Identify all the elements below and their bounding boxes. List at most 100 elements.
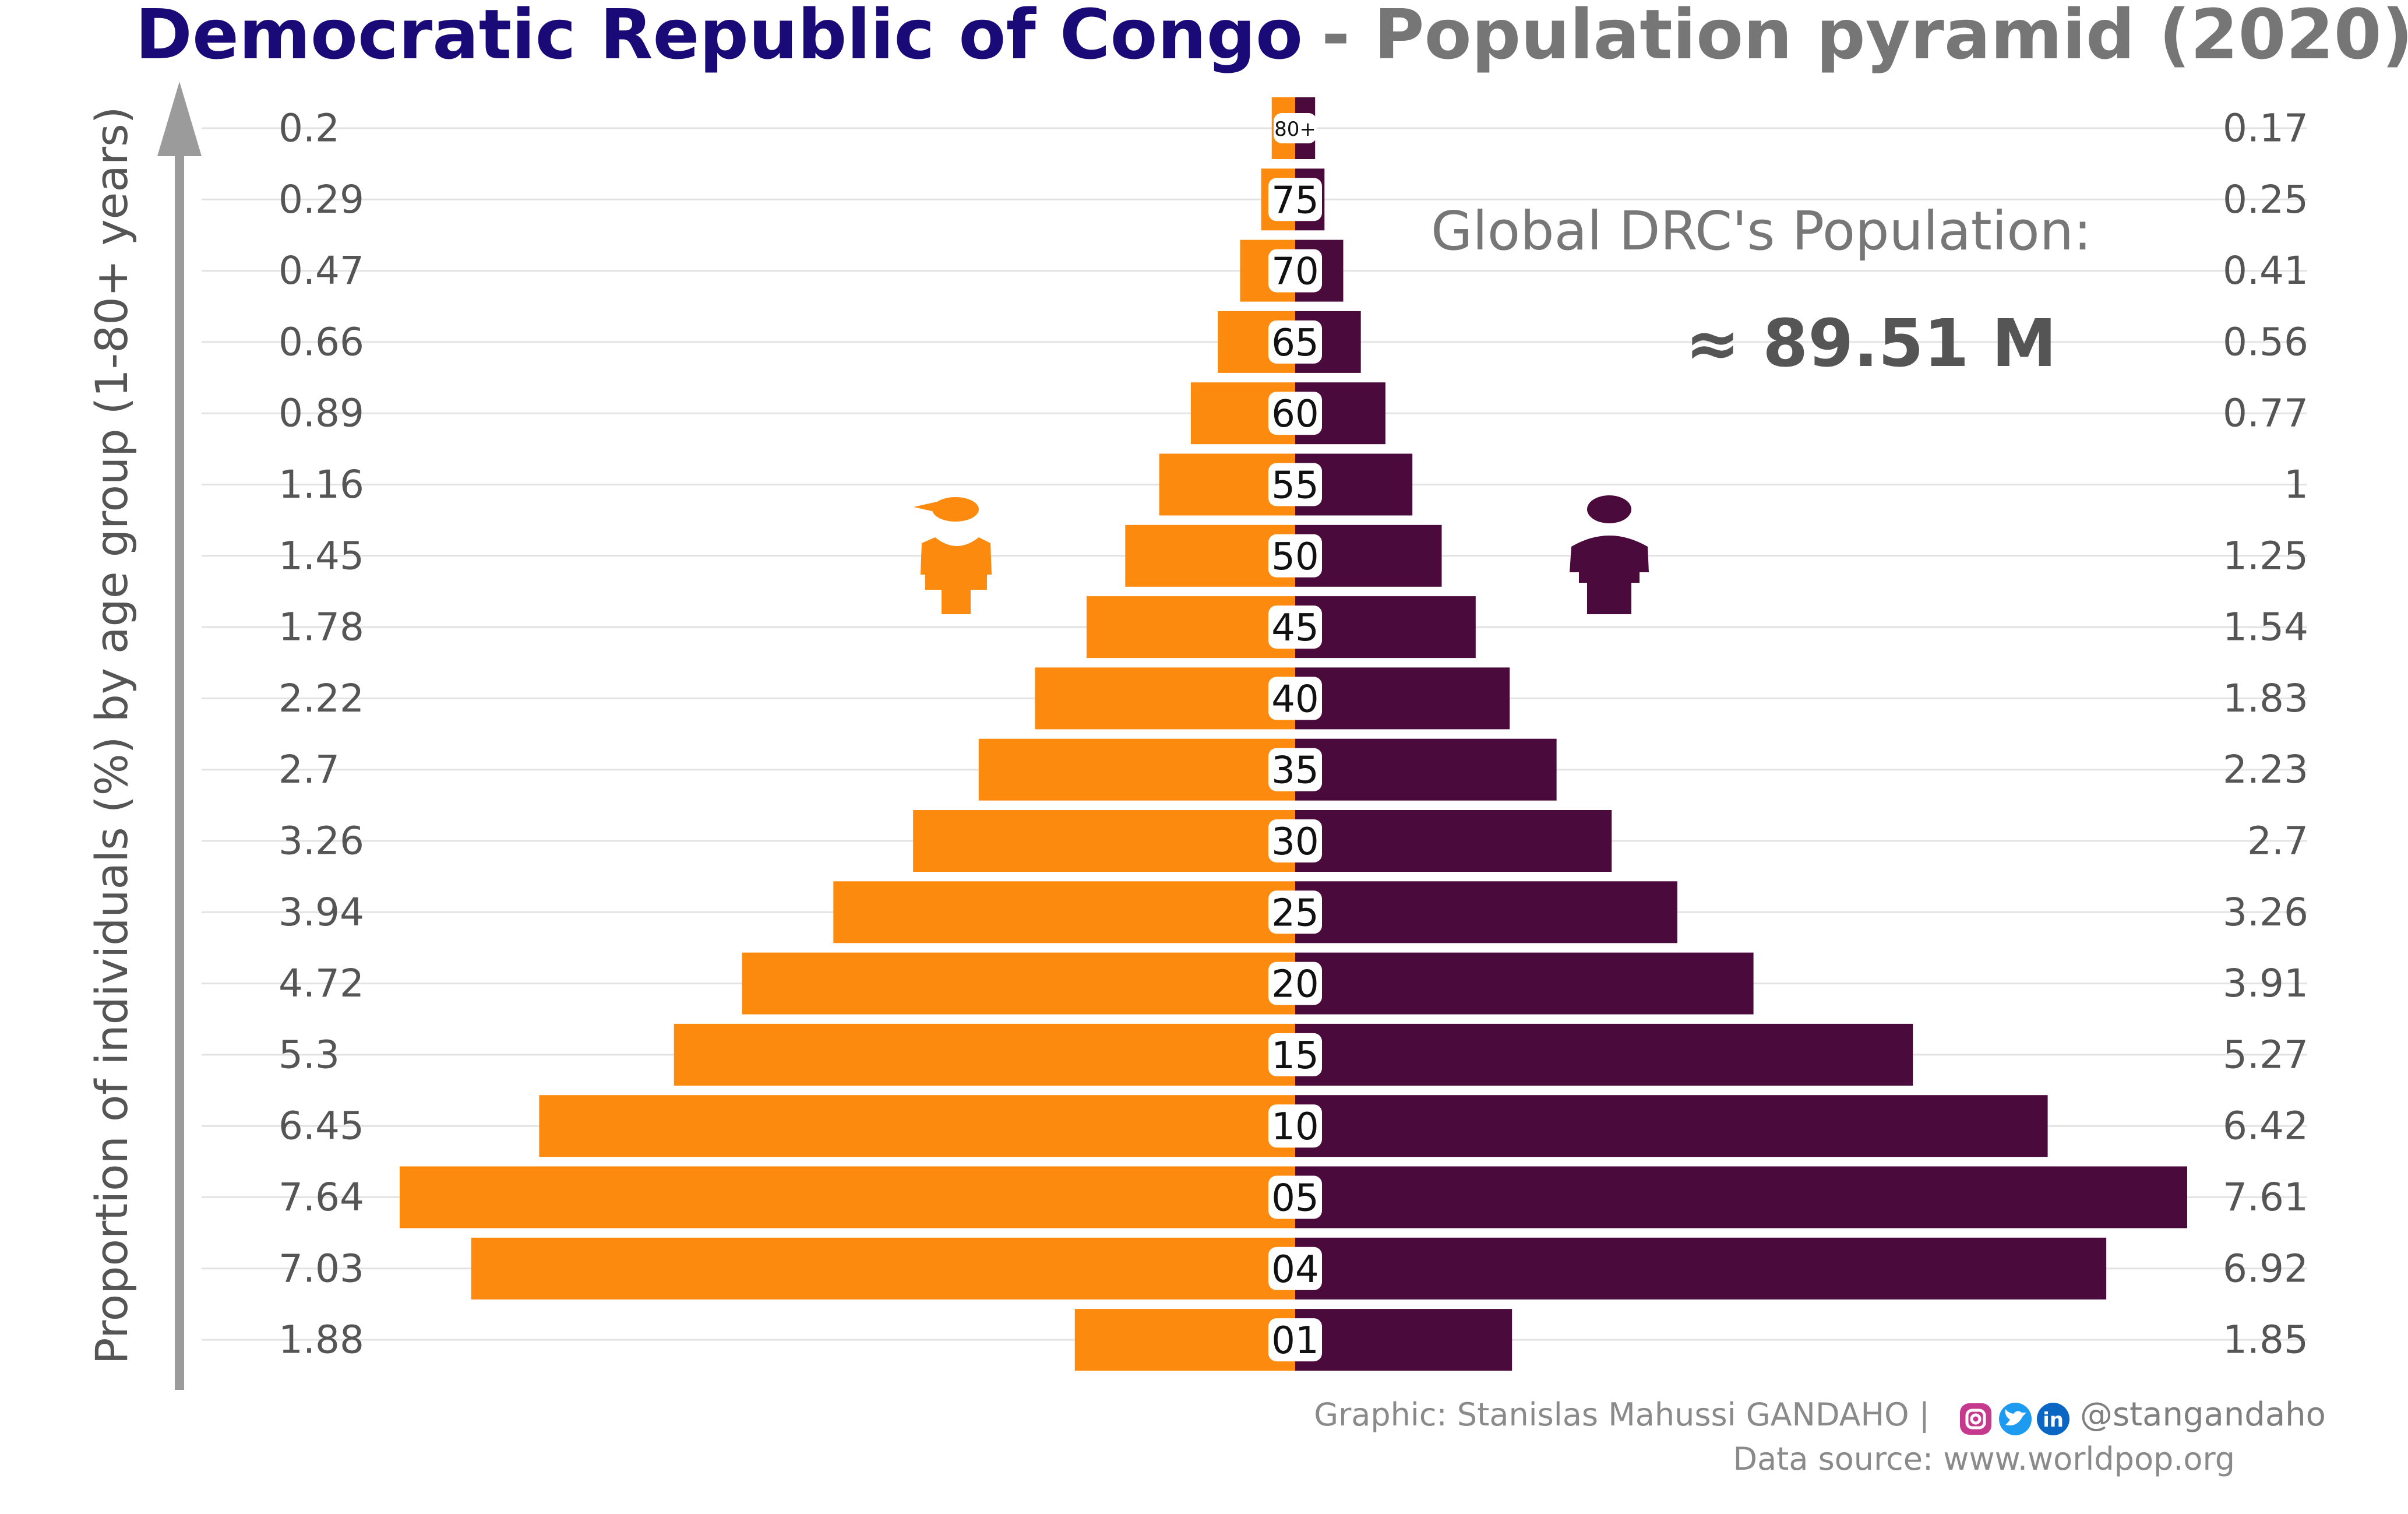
female-value-label: 2.22 bbox=[278, 676, 364, 721]
instagram-icon bbox=[1960, 1403, 1991, 1435]
male-value-label: 0.25 bbox=[2223, 177, 2308, 222]
male-bar-45 bbox=[1295, 596, 1476, 659]
male-value-label: 0.56 bbox=[2223, 319, 2308, 364]
male-bar-30 bbox=[1295, 810, 1612, 872]
female-value-label: 3.94 bbox=[278, 890, 364, 935]
female-bar-15 bbox=[674, 1023, 1295, 1086]
male-value-label: 0.17 bbox=[2223, 106, 2308, 151]
age-label-box bbox=[1268, 178, 1322, 221]
age-label-box bbox=[1268, 677, 1322, 720]
age-label-box bbox=[1268, 1104, 1322, 1148]
chart-title: Democratic Republic of Congo - Populatio… bbox=[135, 0, 2408, 75]
male-value-label: 7.61 bbox=[2223, 1175, 2308, 1220]
social-icons: in bbox=[1960, 1403, 2069, 1435]
age-label-10: 10 bbox=[1271, 1105, 1318, 1149]
female-value-label: 1.16 bbox=[278, 462, 364, 507]
male-value-label: 3.26 bbox=[2223, 890, 2308, 935]
age-label-box bbox=[1268, 320, 1322, 364]
age-label-35: 35 bbox=[1271, 749, 1318, 793]
bars bbox=[400, 97, 2187, 1371]
female-value-label: 2.7 bbox=[278, 747, 340, 792]
age-group-labels: 80+ 75 70 65 60 55 50 45 40 35 30 25 20 15 10 05 04 01 bbox=[1268, 113, 1322, 1362]
age-label-15: 15 bbox=[1271, 1034, 1318, 1078]
male-person-icon bbox=[1570, 495, 1649, 614]
age-label-box bbox=[1268, 1247, 1322, 1290]
age-label-20: 20 bbox=[1271, 963, 1318, 1006]
male-value-label: 1.83 bbox=[2223, 676, 2308, 721]
caption-handle: @stangandaho bbox=[2080, 1396, 2326, 1434]
male-bar-15 bbox=[1295, 1023, 1913, 1086]
male-bar-25 bbox=[1295, 881, 1677, 943]
twitter-icon bbox=[1999, 1403, 2032, 1435]
caption-credit: Graphic: Stanislas Mahussi GANDAHO | bbox=[1314, 1396, 1930, 1433]
age-label-box bbox=[1274, 113, 1317, 143]
male-bar-10 bbox=[1295, 1095, 2048, 1157]
age-label-box bbox=[1268, 1318, 1322, 1362]
female-value-label: 6.45 bbox=[278, 1104, 364, 1149]
female-bar-45 bbox=[1086, 596, 1295, 659]
age-label-55: 55 bbox=[1271, 464, 1318, 508]
age-label-70: 70 bbox=[1271, 251, 1318, 294]
female-bar-04 bbox=[471, 1237, 1296, 1300]
female-bar-35 bbox=[978, 738, 1295, 801]
svg-text:in: in bbox=[2043, 1409, 2064, 1432]
female-bar-10 bbox=[539, 1095, 1295, 1157]
male-bar-04 bbox=[1295, 1237, 2107, 1300]
female-value-label: 0.89 bbox=[278, 391, 364, 436]
age-label-box bbox=[1268, 962, 1322, 1005]
female-bar-40 bbox=[1035, 667, 1295, 730]
male-bar-35 bbox=[1295, 738, 1557, 801]
female-value-label: 3.26 bbox=[278, 819, 364, 864]
title-rest: - Population pyramid (2020) bbox=[1321, 0, 2408, 75]
age-label-box bbox=[1268, 819, 1322, 862]
female-value-label: 1.45 bbox=[278, 533, 364, 578]
linkedin-icon: in bbox=[2037, 1403, 2069, 1435]
female-bar-30 bbox=[913, 810, 1295, 872]
female-value-label: 7.64 bbox=[278, 1175, 364, 1220]
male-value-label: 3.91 bbox=[2223, 961, 2308, 1006]
female-value-label: 5.3 bbox=[278, 1032, 340, 1077]
population-label: Global DRC's Population: bbox=[1431, 200, 2092, 262]
male-value-label: 6.42 bbox=[2223, 1104, 2308, 1149]
population-value: ≈ 89.51 M bbox=[1685, 306, 2057, 382]
age-label-25: 25 bbox=[1271, 892, 1318, 935]
female-bar-05 bbox=[400, 1166, 1295, 1228]
male-bar-20 bbox=[1295, 952, 1754, 1015]
age-label-60: 60 bbox=[1271, 393, 1318, 436]
female-value-label: 0.66 bbox=[278, 319, 364, 364]
title-country: Democratic Republic of Congo bbox=[135, 0, 1303, 75]
age-label-box bbox=[1268, 1175, 1322, 1219]
male-bar-40 bbox=[1295, 667, 1510, 730]
male-value-label: 0.77 bbox=[2223, 391, 2308, 436]
male-value-label: 2.7 bbox=[2247, 819, 2308, 864]
female-value-label: 0.2 bbox=[278, 106, 340, 151]
age-label-box bbox=[1268, 605, 1322, 649]
age-label-box bbox=[1268, 1033, 1322, 1076]
age-label-75: 75 bbox=[1271, 179, 1318, 222]
caption-source: Data source: www.worldpop.org bbox=[1733, 1441, 2236, 1477]
age-label-65: 65 bbox=[1271, 322, 1318, 365]
female-value-label: 0.47 bbox=[278, 248, 364, 293]
male-value-labels: 0.17 0.25 0.41 0.56 0.77 1 1.25 1.54 1.83 2.23 2.7… bbox=[2223, 106, 2308, 1362]
female-bar-20 bbox=[742, 952, 1295, 1015]
female-bar-25 bbox=[833, 881, 1295, 943]
male-value-label: 1.54 bbox=[2223, 605, 2308, 650]
male-bar-05 bbox=[1295, 1166, 2187, 1228]
male-value-label: 1.85 bbox=[2223, 1318, 2308, 1362]
age-label-30: 30 bbox=[1271, 821, 1318, 864]
age-label-45: 45 bbox=[1271, 607, 1318, 650]
male-value-label: 2.23 bbox=[2223, 747, 2308, 792]
female-value-label: 1.78 bbox=[278, 605, 364, 650]
male-value-label: 1 bbox=[2284, 462, 2308, 507]
female-bar-01 bbox=[1074, 1309, 1295, 1371]
female-value-label: 4.72 bbox=[278, 961, 364, 1006]
male-value-label: 5.27 bbox=[2223, 1032, 2308, 1077]
female-value-label: 1.88 bbox=[278, 1318, 364, 1362]
female-bar-50 bbox=[1125, 524, 1295, 587]
male-bar-01 bbox=[1295, 1309, 1513, 1371]
age-label-box bbox=[1268, 748, 1322, 791]
female-value-label: 7.03 bbox=[278, 1246, 364, 1291]
male-value-label: 1.25 bbox=[2223, 533, 2308, 578]
female-value-label: 0.29 bbox=[278, 177, 364, 222]
